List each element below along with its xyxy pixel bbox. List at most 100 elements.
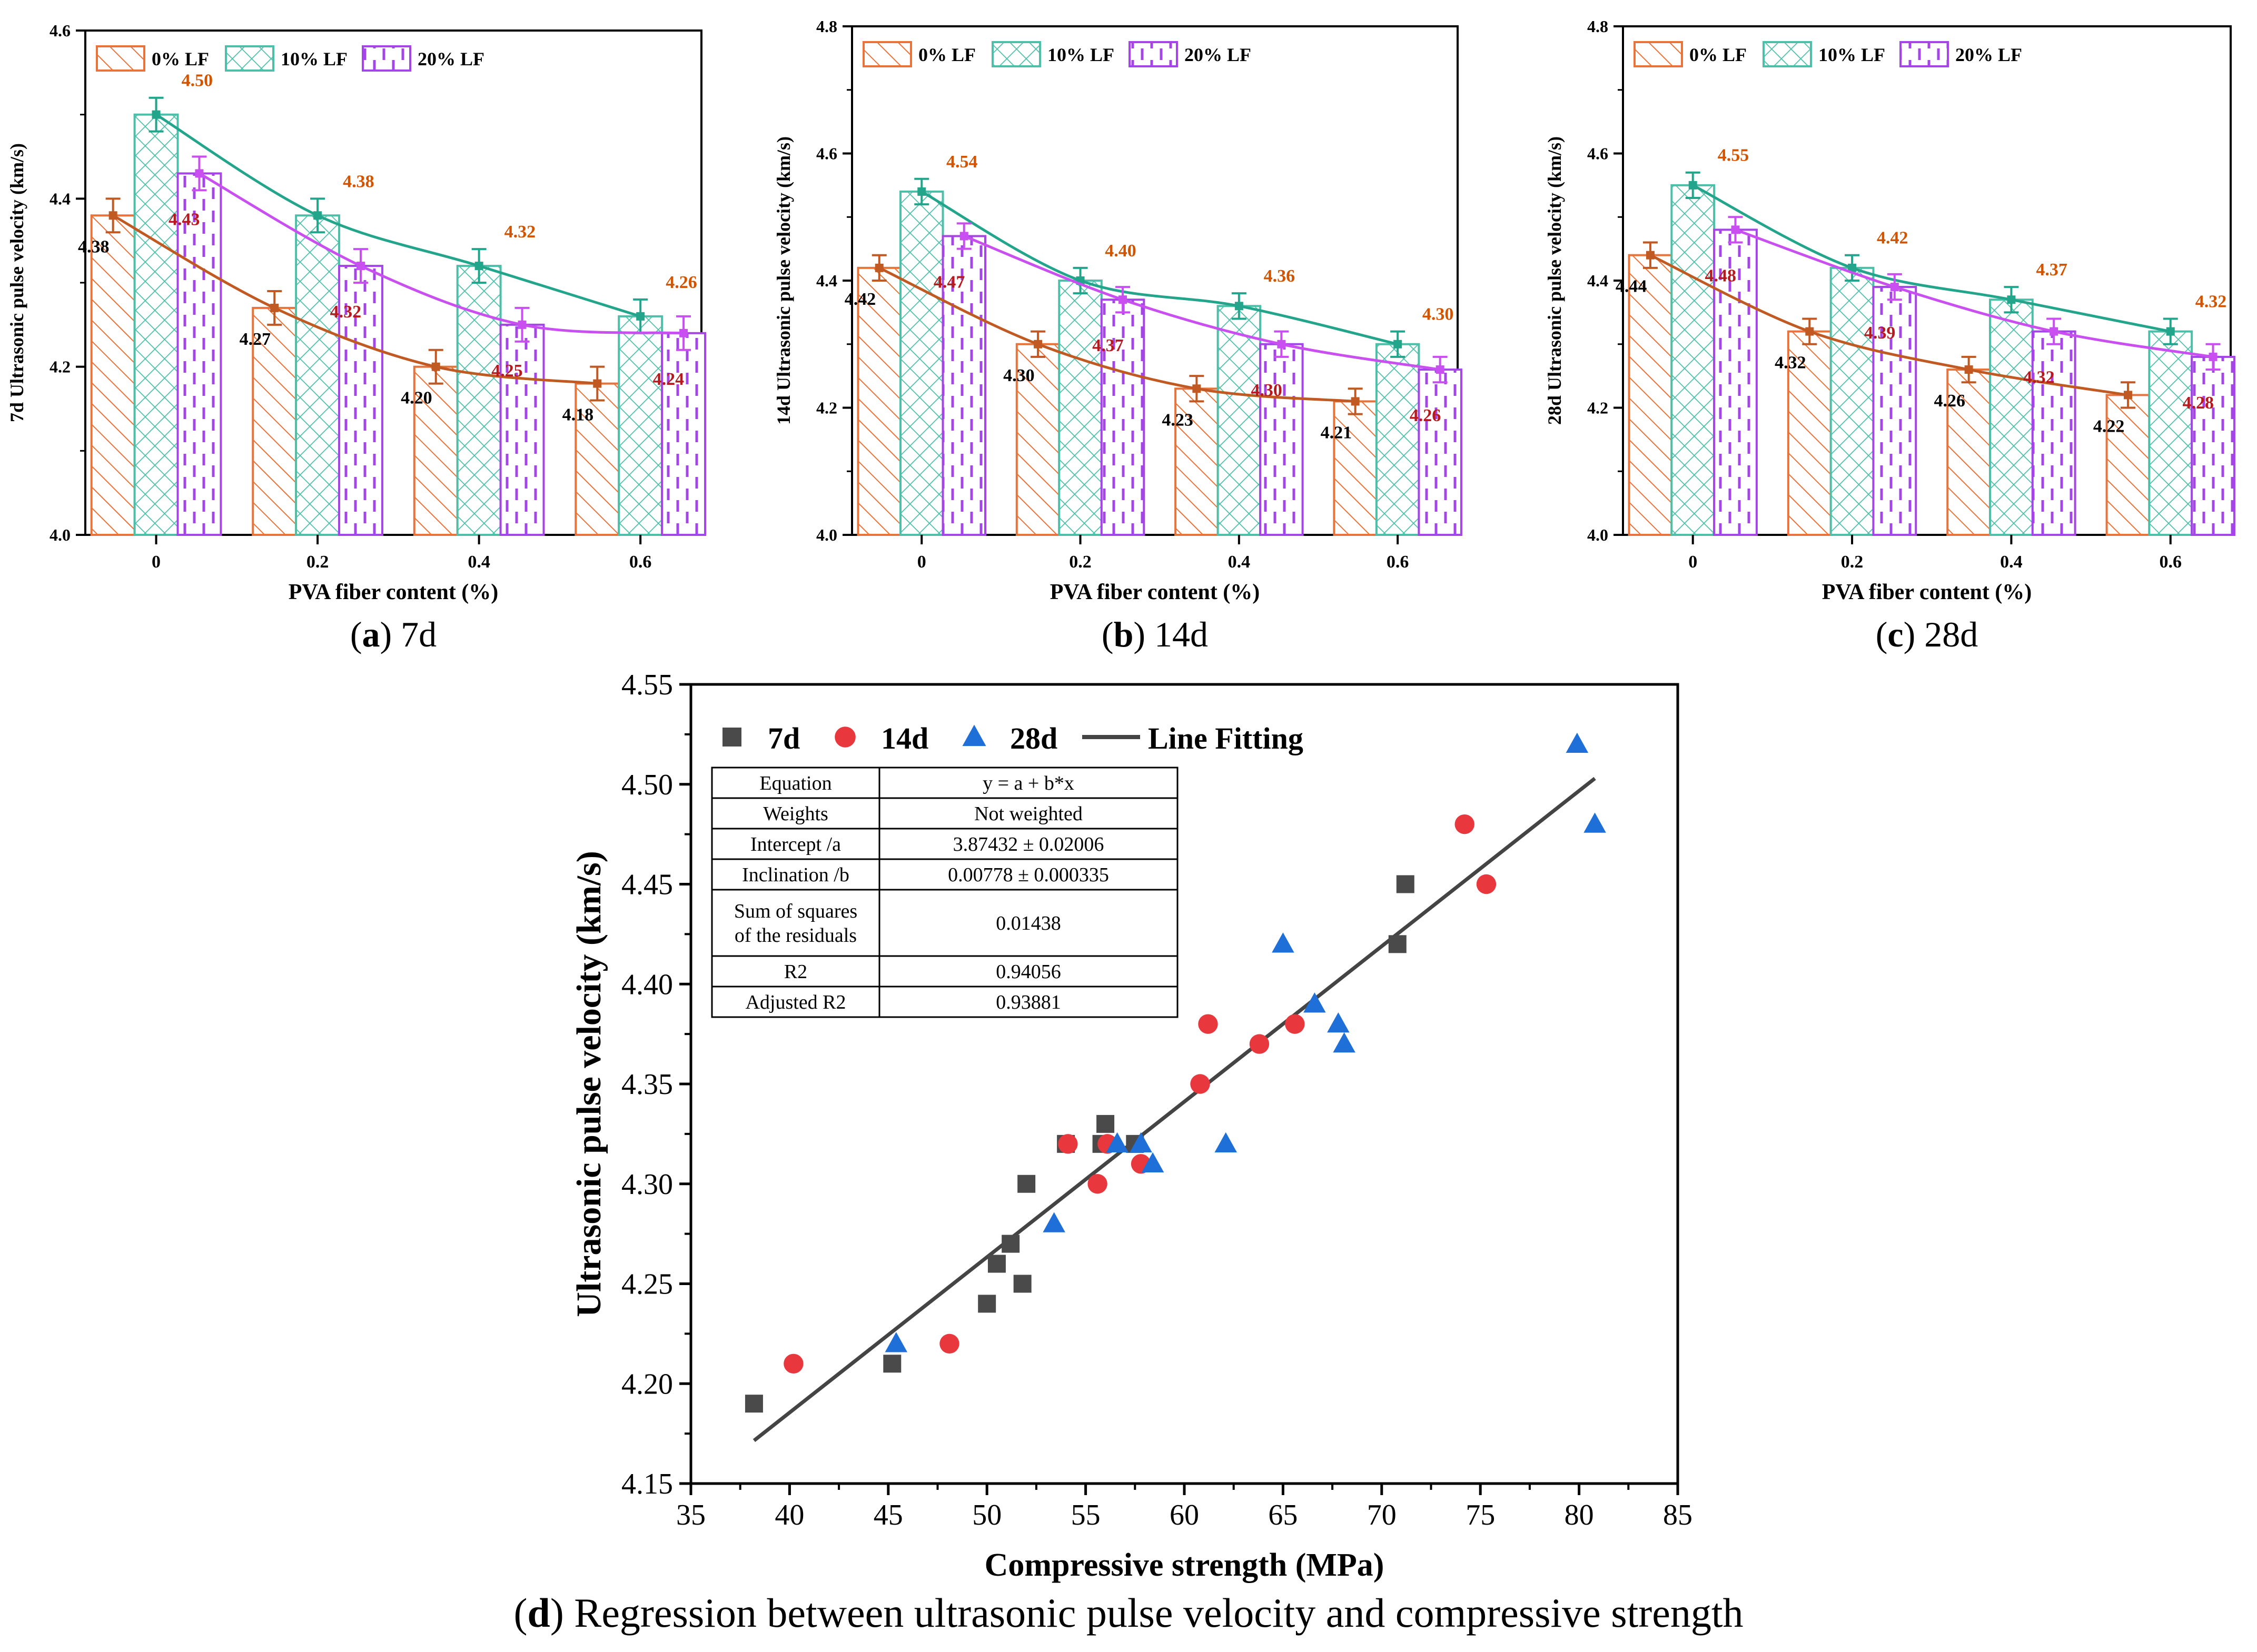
y-tick-label: 4.8	[816, 17, 837, 36]
data-label: 4.32	[2023, 368, 2055, 387]
y-tick-label: 4.4	[50, 189, 71, 208]
x-tick-label: 0.4	[468, 552, 490, 572]
y-tick-label: 4.45	[621, 869, 673, 901]
data-marker	[593, 379, 602, 388]
table-cell: 0.94056	[996, 961, 1061, 983]
table-cell-line: of the residuals	[735, 924, 857, 947]
data-label: 4.37	[1092, 336, 1124, 355]
legend-label: 10% LF	[1818, 44, 1885, 65]
data-marker	[2007, 295, 2016, 304]
data-marker	[1351, 397, 1360, 406]
caption-letter: d	[527, 1590, 550, 1636]
bar	[1375, 343, 1420, 536]
point-7d	[883, 1355, 902, 1373]
data-label: 4.26	[666, 273, 697, 292]
data-label: 4.36	[1264, 266, 1295, 286]
x-tick-label: 45	[874, 1499, 903, 1531]
data-marker	[1731, 225, 1740, 234]
legend-label: 0% LF	[918, 44, 976, 65]
table-cell: Not weighted	[974, 803, 1083, 825]
table-cell: Sum of squares of the residuals	[734, 900, 857, 947]
point-14d	[1454, 814, 1474, 834]
trend-line	[921, 190, 1398, 346]
caption-text: ) 7d	[380, 614, 437, 654]
point-7d	[1013, 1275, 1032, 1293]
data-marker	[1277, 340, 1286, 349]
point-28d	[1141, 1152, 1164, 1172]
caption-open-paren: (	[1876, 614, 1888, 654]
bar	[618, 315, 664, 536]
point-14d	[939, 1333, 959, 1354]
panel-caption: (c) 28d	[1876, 614, 1978, 654]
bar	[90, 214, 136, 536]
trend-line	[1649, 254, 2129, 396]
data-label: 4.43	[169, 210, 200, 229]
point-14d	[835, 727, 856, 748]
bar	[456, 265, 502, 536]
caption-open-paren: (	[513, 1590, 527, 1636]
point-28d	[1130, 1132, 1152, 1152]
bar	[1058, 280, 1103, 536]
y-tick-label: 4.2	[1587, 399, 1608, 417]
x-tick-label: 0	[917, 552, 926, 572]
data-marker	[356, 262, 365, 271]
legend-label: 0% LF	[152, 48, 209, 69]
y-tick-label: 4.50	[621, 769, 673, 801]
data-marker	[2209, 352, 2218, 361]
bar	[295, 214, 341, 536]
panel-caption: (b) 14d	[1102, 614, 1208, 654]
trend-line	[1735, 228, 2213, 359]
x-tick-label: 0.4	[2000, 552, 2023, 572]
data-marker	[679, 329, 688, 337]
point-14d	[1198, 1014, 1218, 1034]
y-tick-label: 4.0	[50, 525, 71, 544]
x-tick-label: 0.2	[306, 552, 329, 572]
data-marker	[917, 187, 926, 196]
data-marker	[474, 262, 483, 271]
bar	[1015, 343, 1061, 536]
point-7d	[722, 728, 741, 747]
caption-open-paren: (	[1102, 614, 1114, 654]
x-tick-label: 75	[1466, 1499, 1495, 1531]
data-marker	[2123, 391, 2132, 400]
caption-text: ) 14d	[1133, 614, 1208, 654]
legend-swatch	[992, 41, 1041, 67]
point-7d	[1396, 875, 1414, 893]
point-14d	[1058, 1134, 1078, 1154]
data-marker	[1192, 384, 1201, 393]
x-tick-label: 35	[676, 1499, 706, 1531]
data-label: 4.24	[653, 370, 685, 389]
legend-swatch	[1899, 41, 1949, 67]
data-marker	[518, 320, 527, 329]
legend: 0% LF 10% LF 20% LF	[863, 41, 1251, 67]
point-7d	[1096, 1114, 1115, 1133]
table-cell: 0.93881	[996, 991, 1061, 1013]
point-7d	[987, 1255, 1006, 1273]
legend-label: 20% LF	[1955, 44, 2022, 65]
point-14d	[1476, 874, 1497, 894]
data-marker	[959, 232, 968, 241]
data-label: 4.23	[1162, 410, 1193, 430]
point-14d	[1190, 1074, 1210, 1094]
data-label: 4.30	[1251, 381, 1282, 400]
panel-caption: (a) 7d	[350, 614, 437, 654]
data-label: 4.48	[1705, 266, 1736, 285]
point-14d	[1087, 1174, 1107, 1194]
data-label: 4.38	[343, 172, 374, 191]
caption-open-paren: (	[350, 614, 362, 654]
point-28d	[1303, 992, 1326, 1013]
data-label: 4.54	[946, 152, 978, 172]
bar	[899, 190, 944, 536]
data-label: 4.32	[1775, 353, 1806, 373]
regression-table: Equation y = a + b*x Weights Not weighted In…	[711, 767, 1179, 1018]
point-7d	[1002, 1235, 1020, 1253]
y-axis-title: 7d Ultrasonic pulse velocity (km/s)	[6, 143, 27, 422]
data-label: 4.32	[330, 302, 362, 322]
data-marker	[431, 362, 440, 371]
x-tick-label: 0.4	[1228, 552, 1251, 572]
x-tick-label: 0.6	[2160, 552, 2182, 572]
point-14d	[784, 1354, 804, 1374]
data-marker	[1848, 263, 1857, 272]
bar-chart-b: 4.424.304.234.214.544.404.364.304.474.37…	[773, 17, 1462, 654]
legend: 7d 14d 28d Line Fitting	[722, 721, 1303, 755]
